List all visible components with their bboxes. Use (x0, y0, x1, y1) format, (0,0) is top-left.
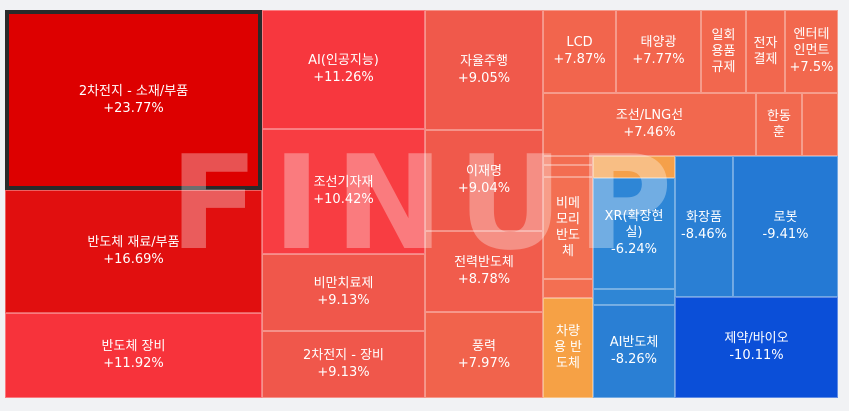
tile-비만치료제[interactable]: 비만치료제 +9.13% (262, 254, 425, 331)
tile-2차전지---소재부품[interactable]: 2차전지 - 소재/부품 +23.77% (5, 10, 262, 190)
tile-change-label: +23.77% (103, 100, 164, 116)
tile-ai인공지능[interactable]: AI(인공지능) +11.26% (262, 10, 425, 129)
tile-name: 비메 모리 반도 체 (556, 196, 580, 259)
tile-name: 차량 용 반 도체 (553, 324, 583, 371)
tile-엔터테-인먼트[interactable]: 엔터테 인먼트 +7.5% (785, 10, 838, 93)
tile-lcd[interactable]: LCD +7.87% (543, 10, 616, 93)
tile-name: 반도체 재료/부품 (87, 235, 180, 250)
tile-name: 자율주행 (460, 53, 508, 69)
tile-change-label: +7.46% (623, 125, 676, 140)
tile-change-label: +8.78% (457, 272, 511, 287)
tile-전자-결제[interactable]: 전자 결제 (746, 10, 785, 93)
tile-태양광[interactable]: 태양광 +7.77% (616, 10, 701, 93)
tile-change-label: +9.05% (457, 70, 511, 86)
tile-change-label: +7.87% (553, 52, 606, 67)
tile-xr확장현-실[interactable]: XR(확장현 실) -6.24% (593, 178, 675, 289)
tile-name: 이재명 (466, 164, 502, 179)
tile-로봇[interactable]: 로봇 -9.41% (733, 156, 838, 297)
tile-제약바이오[interactable]: 제약/바이오 -10.11% (675, 297, 838, 398)
tile-name: 일회 용품 규제 (711, 27, 736, 75)
tile-ai반도체[interactable]: AI반도체 -8.26% (593, 305, 675, 398)
tile-name: AI(인공지능) (308, 53, 379, 68)
tile-name: 제약/바이오 (724, 331, 789, 346)
tile-unlabeled-19[interactable] (543, 156, 593, 165)
tile-change-label: +7.5% (789, 60, 834, 75)
tile-name: XR(확장현 실) (604, 209, 664, 240)
tile-change-label: -8.26% (611, 352, 657, 367)
tile-change-label: -10.11% (729, 348, 784, 363)
tile-change-label: +10.42% (313, 192, 374, 207)
tile-조선lng선[interactable]: 조선/LNG선 +7.46% (543, 93, 756, 156)
tile-2차전지---장비[interactable]: 2차전지 - 장비 +9.13% (262, 331, 425, 398)
tile-비메-모리-반도-체[interactable]: 비메 모리 반도 체 (543, 177, 593, 279)
tile-change-label: -8.46% (681, 227, 727, 242)
tile-change-label: +9.04% (457, 181, 511, 196)
tile-unlabeled-18[interactable] (802, 93, 838, 156)
tile-조선기자재[interactable]: 조선기자재 +10.42% (262, 129, 425, 254)
tile-name: 2차전지 - 장비 (302, 348, 385, 363)
tile-자율주행[interactable]: 자율주행 +9.05% (425, 10, 543, 130)
tile-전력반도체[interactable]: 전력반도체 +8.78% (425, 231, 543, 312)
tile-name: 로봇 (773, 210, 798, 225)
tile-name: 태양광 (640, 35, 677, 50)
tile-name: 조선기자재 (313, 175, 374, 190)
tile-풍력[interactable]: 풍력 +7.97% (425, 312, 543, 398)
tile-반도체-장비[interactable]: 반도체 장비 +11.92% (5, 313, 262, 398)
tile-change-label: +11.92% (103, 356, 164, 371)
tile-차량-용-반-도체[interactable]: 차량 용 반 도체 (543, 298, 593, 398)
tile-name: 전력반도체 (454, 255, 514, 270)
tile-name: 엔터테 인먼트 (793, 27, 830, 58)
tile-change-label: +7.77% (632, 52, 685, 67)
tile-unlabeled-22[interactable] (543, 279, 593, 298)
tile-name: 2차전지 - 소재/부품 (78, 83, 189, 99)
tile-unlabeled-20[interactable] (543, 165, 593, 177)
tile-반도체-재료부품[interactable]: 반도체 재료/부품 +16.69% (5, 190, 262, 313)
tile-이재명[interactable]: 이재명 +9.04% (425, 130, 543, 231)
tile-change-label: +9.13% (317, 293, 370, 308)
tile-name: 한동 훈 (767, 108, 791, 140)
tile-name: 전자 결제 (753, 35, 778, 67)
tile-일회-용품-규제[interactable]: 일회 용품 규제 (701, 10, 746, 93)
tile-unlabeled-26[interactable] (593, 289, 675, 305)
tile-name: 화장품 (686, 210, 722, 225)
tile-change-label: +7.97% (457, 355, 511, 371)
tile-화장품[interactable]: 화장품 -8.46% (675, 156, 733, 297)
tile-unlabeled-24[interactable] (593, 156, 675, 178)
tile-name: 비만치료제 (313, 276, 374, 291)
tile-name: LCD (566, 35, 593, 50)
tile-한동-훈[interactable]: 한동 훈 (756, 93, 802, 156)
tile-name: 풍력 (472, 338, 496, 354)
tile-name: 반도체 장비 (101, 339, 166, 354)
tile-change-label: +9.13% (317, 365, 370, 380)
tile-change-label: +16.69% (103, 252, 164, 267)
tile-change-label: -9.41% (762, 227, 809, 242)
tile-name: AI반도체 (609, 335, 659, 350)
tile-change-label: +11.26% (313, 70, 374, 85)
tile-name: 조선/LNG선 (615, 108, 684, 123)
tile-change-label: -6.24% (611, 242, 657, 257)
